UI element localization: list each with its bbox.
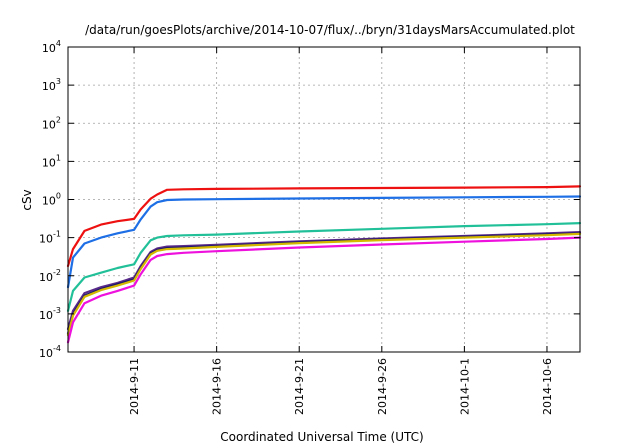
series-line-7 — [66, 236, 582, 344]
x-tick-label: 2014-9-26 — [376, 358, 389, 415]
y-tick-exponent: 4 — [56, 39, 61, 48]
series-line-2 — [66, 195, 582, 289]
chart-title: /data/run/goesPlots/archive/2014-10-07/f… — [85, 23, 575, 37]
y-tick-base: 10 — [42, 118, 56, 131]
y-axis-label: cSv — [20, 189, 34, 210]
y-tick-base: 10 — [39, 309, 53, 322]
y-tick-label: 10-2 — [39, 268, 61, 284]
y-tick-label: 10-1 — [39, 230, 61, 246]
y-tick-base: 10 — [42, 80, 56, 93]
y-tick-exponent: -1 — [53, 230, 61, 239]
y-tick-base: 10 — [39, 271, 53, 284]
series-line-1 — [66, 185, 582, 268]
y-tick-label: 10-4 — [39, 344, 61, 360]
y-tick-exponent: 0 — [56, 192, 61, 201]
x-tick-label: 2014-10-1 — [458, 358, 471, 415]
y-tick-base: 10 — [42, 42, 56, 55]
y-tick-label: 104 — [42, 39, 61, 55]
axis-ticks — [68, 46, 580, 353]
y-tick-base: 10 — [42, 156, 56, 169]
y-tick-exponent: 3 — [56, 77, 61, 86]
x-tick-labels: 2014-9-11 2014-9-16 2014-9-21 2014-9-26 2014… — [128, 358, 554, 415]
y-tick-exponent: 1 — [56, 153, 61, 162]
y-tick-exponent: -4 — [53, 344, 61, 353]
y-tick-exponent: -3 — [53, 306, 61, 315]
series-line-3 — [66, 222, 582, 312]
series-line-6 — [66, 232, 582, 337]
y-tick-base: 10 — [39, 233, 53, 246]
x-tick-label: 2014-9-11 — [128, 358, 141, 415]
y-tick-label: 101 — [42, 153, 61, 169]
y-tick-label: 100 — [42, 192, 61, 208]
y-tick-label: 10-3 — [39, 306, 61, 322]
y-tick-exponent: 2 — [56, 115, 61, 124]
grid — [68, 47, 580, 352]
x-tick-label: 2014-9-16 — [211, 358, 224, 415]
y-tick-base: 10 — [42, 195, 56, 208]
y-tick-base: 10 — [39, 347, 53, 360]
series-lines — [66, 185, 582, 344]
y-tick-label: 102 — [42, 115, 61, 131]
y-tick-exponent: -2 — [53, 268, 61, 277]
x-axis-label: Coordinated Universal Time (UTC) — [220, 430, 423, 444]
x-tick-label: 2014-9-21 — [293, 358, 306, 415]
y-tick-label: 103 — [42, 77, 61, 93]
x-tick-label: 2014-10-6 — [541, 358, 554, 415]
